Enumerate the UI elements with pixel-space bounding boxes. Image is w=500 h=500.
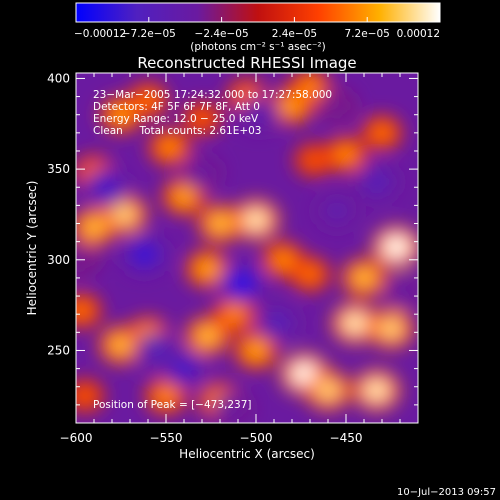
heatmap-blob-core [146, 341, 168, 360]
heatmap-blob-core [300, 265, 320, 283]
heatmap-blob-core [113, 204, 136, 225]
heatmap-blob-core [110, 335, 132, 355]
image-area [76, 73, 418, 423]
colorbar [75, 2, 441, 23]
heatmap-blob-core [224, 305, 245, 324]
heatmap-blob-core [245, 341, 267, 360]
heatmap-blob-core [327, 97, 347, 114]
y-tick-label: 250 [47, 343, 70, 357]
annotation-detectors: Detectors: 4F 5F 6F 7F 8F, Att 0 [93, 101, 260, 113]
heatmap-blob-core [336, 145, 356, 164]
axis-ticks: −600 −550 −500 −450 250 300 350 400 [47, 71, 419, 445]
heatmap-blob-core [196, 326, 219, 346]
y-tick-label: 350 [47, 162, 70, 176]
y-axis-label: Heliocentric Y (arcsec) [25, 181, 39, 316]
heatmap-blob-core [365, 379, 389, 401]
annotation-method: Clean Total counts: 2.61E+03 [93, 125, 262, 137]
footer-timestamp: 10−Jul−2013 09:57 [397, 487, 496, 498]
heatmap-blob-core [304, 151, 323, 169]
heatmap-blob-core [267, 313, 288, 333]
heatmap-blob-core [197, 259, 218, 279]
heatmap-blob-core [159, 138, 180, 157]
plot-frame [75, 72, 419, 424]
x-axis-label: Heliocentric X (arcsec) [179, 447, 315, 461]
heatmap-blob-core [209, 213, 231, 234]
heatmap-blob-core [384, 236, 409, 259]
heatmap-blob-core [394, 283, 414, 301]
heatmap-blob-core [173, 358, 195, 379]
colorbar-tick-label: −0.00012 [74, 28, 126, 40]
heatmap-blob-core [230, 272, 254, 294]
heatmap-blob-core [76, 387, 95, 404]
heatmap-blob-core [300, 78, 320, 97]
heatmap-blob-core [249, 105, 270, 124]
chart-title: Reconstructed RHESSI Image [137, 54, 356, 72]
annotation-time-range: 23−Mar−2005 17:24:32.000 to 17:27:58.000 [93, 89, 332, 101]
x-tick-label: −600 [60, 431, 93, 445]
colorbar-tick-label: −7.2e−05 [122, 28, 176, 40]
heatmap-blob-core [133, 244, 156, 265]
heatmap-blob-core [192, 164, 212, 182]
heatmap-blob-core [379, 318, 403, 339]
colorbar-tick-label: 2.4e−05 [272, 28, 317, 40]
heatmap-blob-core [244, 209, 268, 231]
colorbar-tick-label: 0.00012 [397, 28, 440, 40]
x-tick-label: −450 [330, 431, 363, 445]
heatmap-blob-core [156, 386, 176, 405]
heatmap-blob-core [366, 172, 387, 192]
y-tick-label: 300 [47, 253, 70, 267]
x-tick-label: −550 [150, 431, 183, 445]
colorbar-tick-label: −2.4e−05 [195, 28, 249, 40]
heatmap-blob-core [223, 399, 243, 417]
heatmap-blob-core [327, 201, 347, 220]
colorbar-tick-label: 7.2e−05 [345, 28, 390, 40]
annotation-energy: Energy Range: 12.0 − 25.0 keV [93, 113, 259, 125]
colorbar-ticks: −0.00012−7.2e−05 −2.4e−05 2.4e−05 7.2e−05 0.… [74, 17, 441, 40]
heatmap-blob-core [353, 268, 375, 288]
heatmap-blob-core [83, 217, 105, 237]
annotation-peak: Position of Peak = [−473,237] [93, 399, 252, 411]
heatmap-blob-core [76, 302, 91, 320]
heatmap-blob-core [273, 250, 293, 269]
heatmap-blob-core [138, 91, 158, 109]
heatmap-blob-core [316, 380, 340, 401]
y-tick-label: 400 [47, 71, 70, 85]
heatmap-blob-core [343, 312, 367, 334]
heatmap-blob-core [95, 177, 118, 197]
heatmap-blob-core [110, 105, 132, 124]
x-tick-label: −500 [240, 431, 273, 445]
colorbar-label: (photons cm⁻² s⁻¹ asec⁻²) [190, 41, 325, 53]
heatmap-blob-core [173, 186, 195, 206]
heatmap-blob-core [192, 110, 212, 127]
heatmap-blob-core [372, 124, 392, 142]
